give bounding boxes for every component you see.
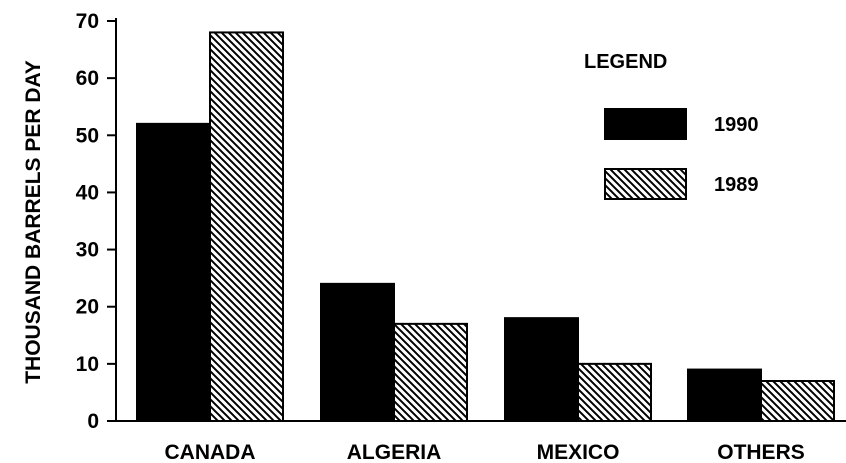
y-tick-label-10: 10 <box>76 353 99 376</box>
bar-mexico-1989 <box>577 362 652 423</box>
legend-swatch-1990 <box>604 108 687 140</box>
legend: LEGEND 1990 1989 <box>584 51 759 200</box>
x-tick-label-canada: CANADA <box>165 441 256 463</box>
y-tick-label-40: 40 <box>76 181 99 204</box>
y-axis-label: THOUSAND BARRELS PER DAY <box>22 60 45 384</box>
bar-others-1990 <box>687 368 762 423</box>
legend-label-1990: 1990 <box>714 114 759 136</box>
y-tick-label-0: 0 <box>87 410 99 433</box>
x-axis-tick-labels: CANADA ALGERIA MEXICO OTHERS <box>165 441 805 463</box>
x-tick-label-algeria: ALGERIA <box>347 441 442 463</box>
y-tick-label-60: 60 <box>76 67 99 90</box>
bar-algeria-1990 <box>320 282 395 422</box>
y-tick-label-20: 20 <box>76 296 99 319</box>
bar-canada-1989 <box>209 31 284 423</box>
legend-label-1989: 1989 <box>714 174 759 196</box>
bars-group <box>136 31 835 423</box>
legend-title: LEGEND <box>584 51 667 73</box>
x-tick-label-mexico: MEXICO <box>537 441 620 463</box>
y-tick-label-30: 30 <box>76 239 99 262</box>
legend-swatch-1989 <box>604 168 687 200</box>
y-tick-label-70: 70 <box>76 10 99 33</box>
bar-mexico-1990 <box>504 317 579 422</box>
x-tick-label-others: OTHERS <box>717 441 805 463</box>
bar-others-1989 <box>760 380 835 422</box>
bar-algeria-1989 <box>393 322 468 423</box>
y-axis-ticks: 0 10 20 30 40 50 60 70 <box>76 10 116 433</box>
bar-canada-1990 <box>136 122 211 422</box>
y-tick-label-50: 50 <box>76 124 99 147</box>
